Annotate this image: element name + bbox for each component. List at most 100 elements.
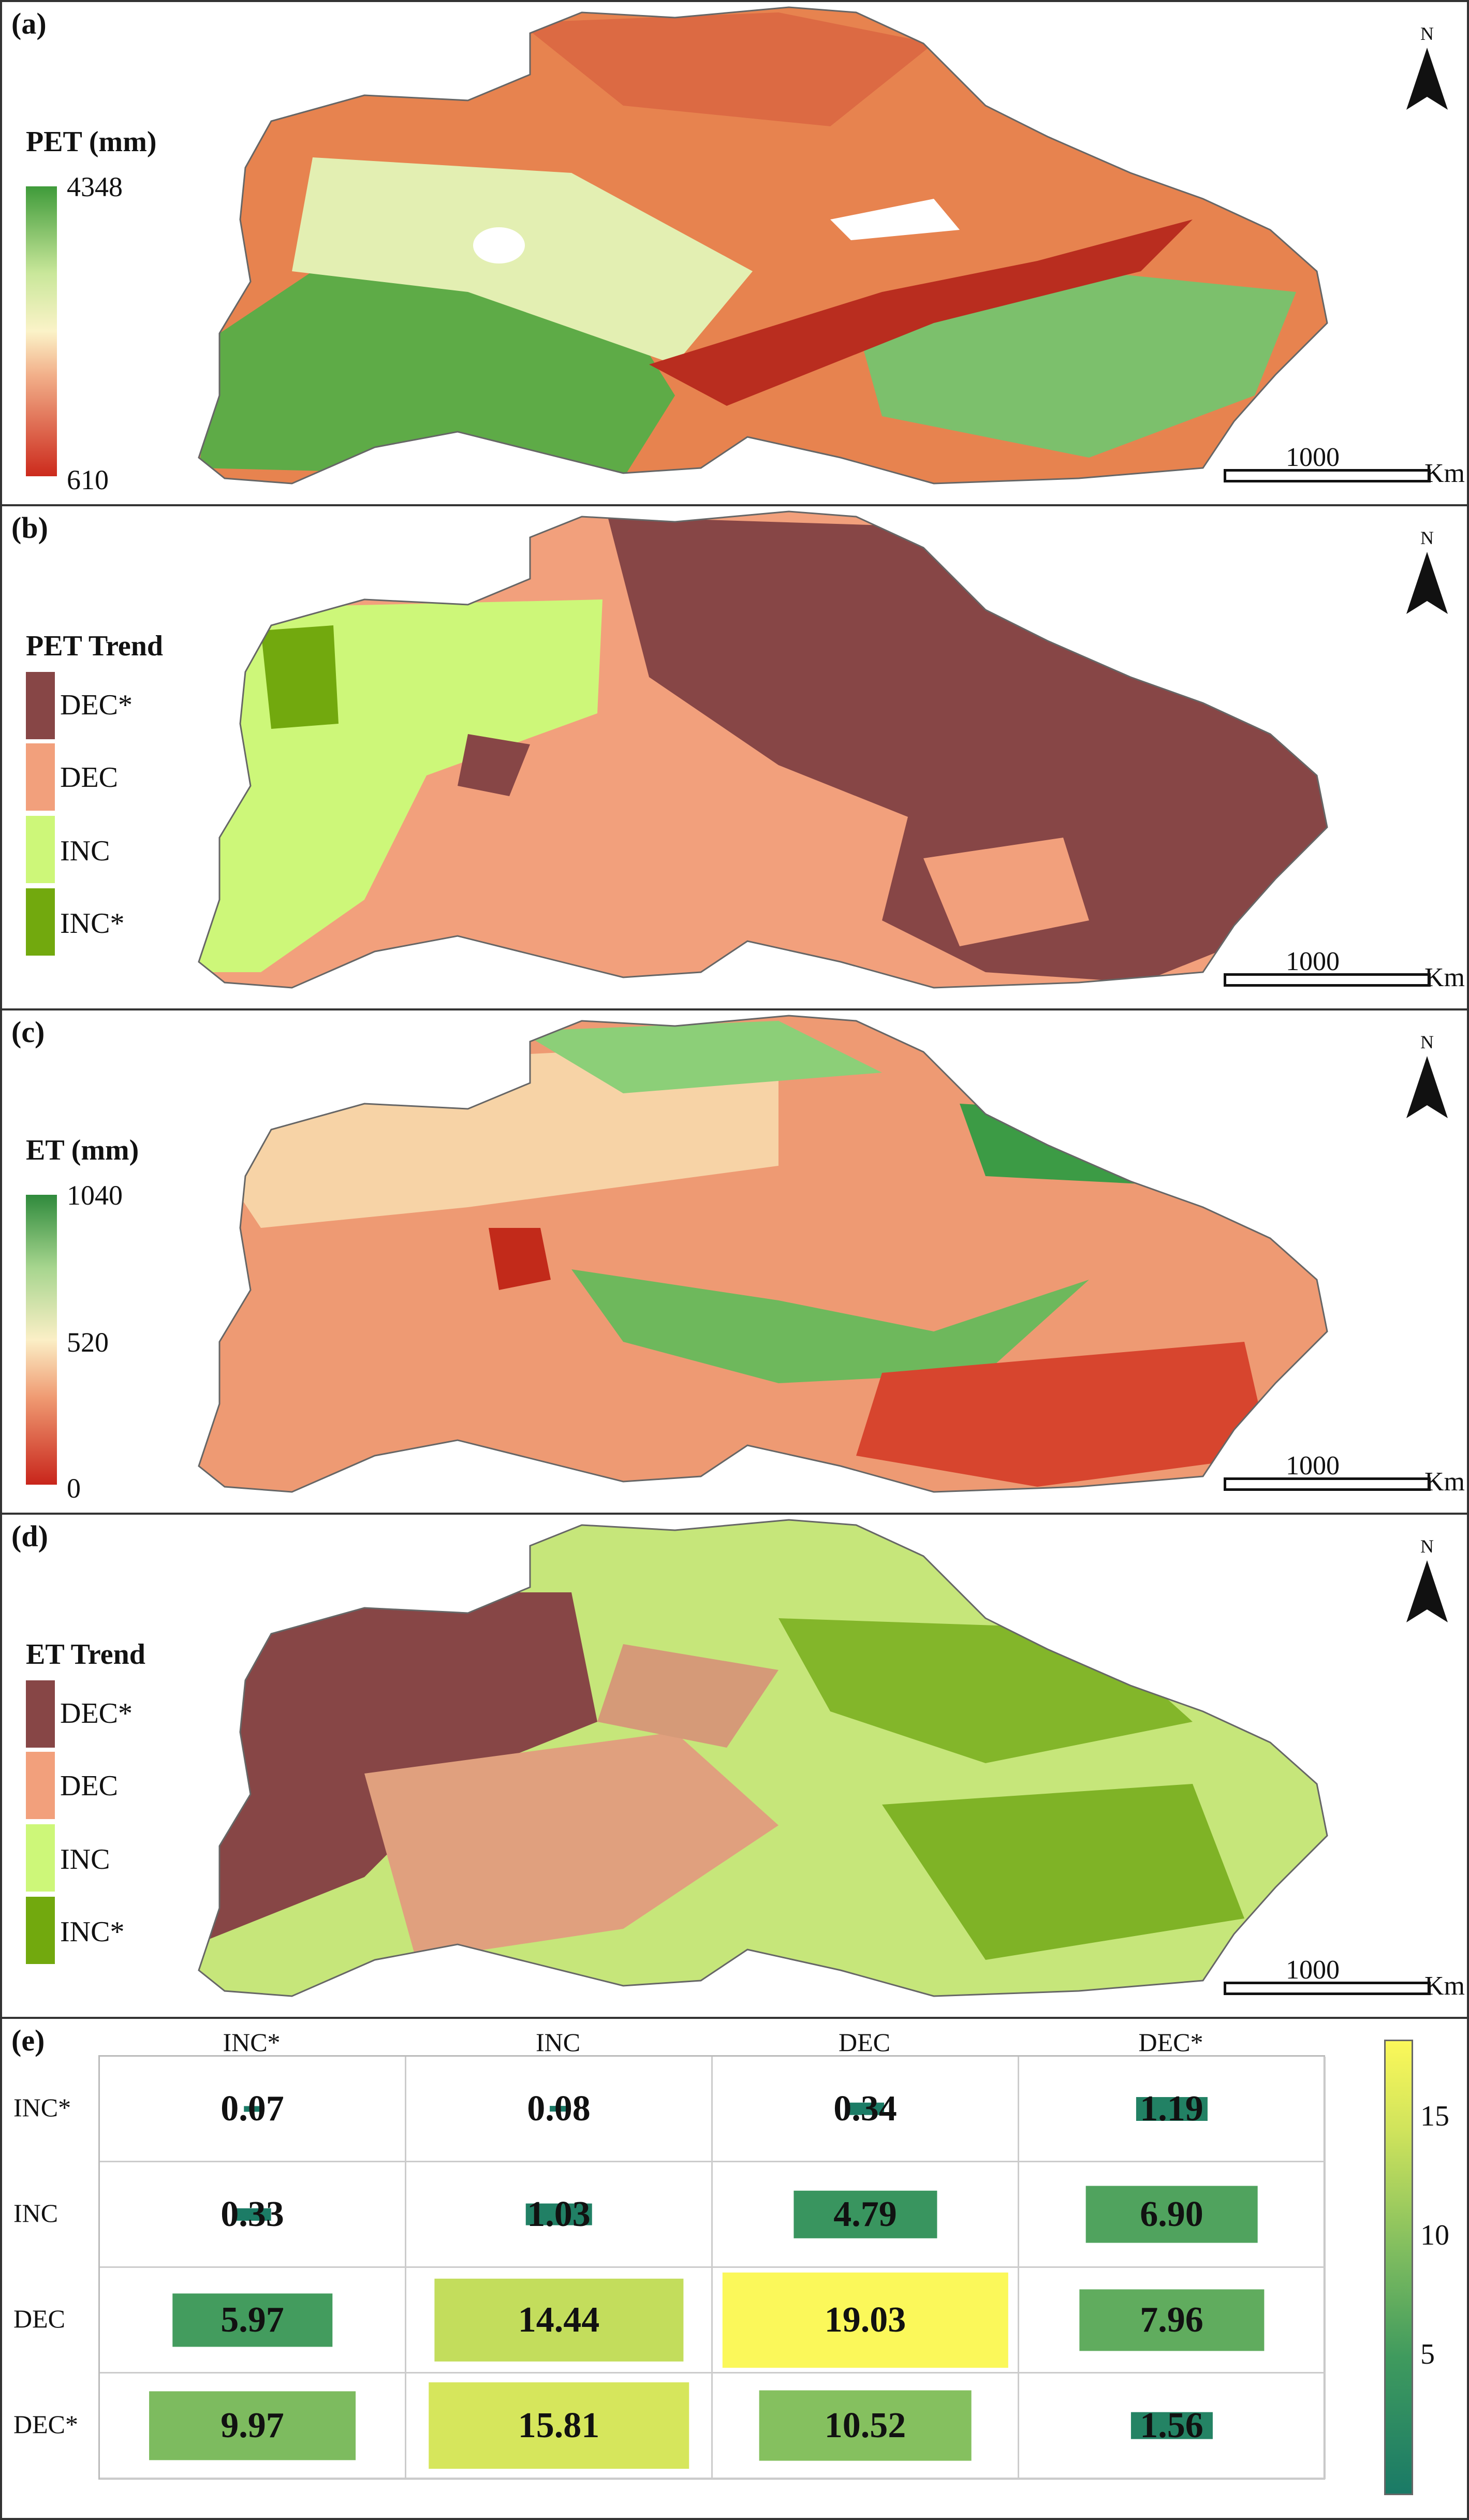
legend-title: PET Trend bbox=[26, 630, 164, 662]
pet-colorbar bbox=[26, 186, 57, 476]
matrix-cell-value: 15.81 bbox=[518, 2405, 600, 2445]
matrix-cell: 4.79 bbox=[713, 2162, 1019, 2268]
matrix-cell-value: 4.79 bbox=[833, 2194, 897, 2234]
panel-b: (b) PET Trend DEC* DEC INC INC* N 1000 Km bbox=[0, 504, 1469, 1010]
panel-label: (a) bbox=[11, 7, 47, 40]
north-arrow-icon bbox=[1406, 1560, 1448, 1622]
colorbar-mid-label: 520 bbox=[67, 1327, 109, 1358]
panel-label: (c) bbox=[11, 1015, 45, 1049]
north-label: N bbox=[1420, 528, 1434, 548]
matrix-cell-bar bbox=[1079, 2289, 1265, 2351]
matrix-colorbar bbox=[1384, 2040, 1413, 2495]
legend-title: ET Trend bbox=[26, 1638, 145, 1671]
matrix-col-header: INC* bbox=[223, 2028, 281, 2057]
legend-dec-star-swatch bbox=[26, 1680, 55, 1748]
matrix-cell-bar bbox=[722, 2272, 1008, 2368]
matrix-cell-bar bbox=[172, 2293, 333, 2347]
pet-trend-map bbox=[198, 510, 1328, 989]
matrix-cell-bar bbox=[846, 2102, 885, 2115]
panel-e: (e) 0.07 0.08 0.34 1.19 0.33 1.03 4.79 6.90 5.97… bbox=[0, 2017, 1469, 2520]
legend-dec-label: DEC bbox=[60, 761, 118, 794]
north-arrow-icon bbox=[1406, 552, 1448, 614]
scale-rect bbox=[1224, 469, 1431, 482]
transition-matrix: 0.07 0.08 0.34 1.19 0.33 1.03 4.79 6.90 5.97 14.4… bbox=[98, 2055, 1326, 2480]
scale-value: 1000 bbox=[1286, 1451, 1340, 1481]
matrix-cell-value: 14.44 bbox=[518, 2299, 600, 2340]
north-label: N bbox=[1420, 1032, 1434, 1052]
scale-value: 1000 bbox=[1286, 1955, 1340, 1985]
scale-bar: 1000 Km bbox=[1224, 946, 1465, 993]
scale-rect bbox=[1224, 1477, 1431, 1491]
matrix-cell-value: 9.97 bbox=[221, 2405, 284, 2445]
matrix-cell-bar bbox=[525, 2203, 592, 2225]
north-arrow: N bbox=[1404, 23, 1450, 112]
legend-inc-label: INC bbox=[60, 835, 110, 867]
matrix-cell-value: 0.07 bbox=[221, 2088, 284, 2129]
matrix-cell-bar bbox=[233, 2208, 271, 2221]
matrix-cell-bar bbox=[428, 2382, 689, 2469]
north-arrow: N bbox=[1404, 527, 1450, 617]
et-trend-map bbox=[198, 1519, 1328, 1997]
matrix-row-header: INC bbox=[13, 2199, 58, 2228]
panel-d: (d) ET Trend DEC* DEC INC INC* N 1000 Km bbox=[0, 1513, 1469, 2019]
north-arrow: N bbox=[1404, 1535, 1450, 1625]
matrix-cell-value: 19.03 bbox=[824, 2299, 906, 2340]
legend-inc-label: INC bbox=[60, 1843, 110, 1876]
matrix-cell: 0.08 bbox=[406, 2057, 713, 2162]
legend-inc-star-label: INC* bbox=[60, 907, 125, 940]
et-colorbar bbox=[26, 1195, 57, 1485]
legend-inc-star-label: INC* bbox=[60, 1916, 125, 1948]
matrix-cell-bar bbox=[434, 2278, 684, 2362]
colorbar-min-label: 0 bbox=[67, 1473, 81, 1504]
legend-dec-swatch bbox=[26, 743, 55, 811]
matrix-cell-bar bbox=[1130, 2412, 1213, 2439]
scale-unit: Km bbox=[1424, 459, 1465, 488]
pet-map bbox=[198, 6, 1328, 485]
matrix-cell-value: 1.19 bbox=[1140, 2088, 1203, 2129]
scale-unit: Km bbox=[1424, 1971, 1465, 2001]
et-map bbox=[198, 1015, 1328, 1493]
matrix-cell: 14.44 bbox=[406, 2268, 713, 2374]
matrix-col-header: DEC bbox=[839, 2028, 890, 2057]
matrix-cell-bar bbox=[243, 2105, 261, 2112]
scale-unit: Km bbox=[1424, 963, 1465, 992]
matrix-cell: 15.81 bbox=[406, 2374, 713, 2479]
matrix-cell: 19.03 bbox=[713, 2268, 1019, 2374]
matrix-cell-value: 0.33 bbox=[221, 2194, 284, 2234]
matrix-cell-bar bbox=[1085, 2186, 1258, 2243]
scale-unit: Km bbox=[1424, 1467, 1465, 1497]
scale-bar: 1000 Km bbox=[1224, 442, 1465, 489]
matrix-cell: 0.34 bbox=[713, 2057, 1019, 2162]
matrix-cell-value: 5.97 bbox=[221, 2299, 284, 2340]
colorbar-tick: 15 bbox=[1420, 2100, 1449, 2132]
scale-value: 1000 bbox=[1286, 947, 1340, 976]
panel-c: (c) ET (mm) 1040 520 0 N 1000 Km bbox=[0, 1008, 1469, 1515]
colorbar-max-label: 4348 bbox=[67, 171, 123, 202]
matrix-cell-value: 0.34 bbox=[833, 2088, 897, 2129]
legend-dec-star-label: DEC* bbox=[60, 1697, 133, 1730]
matrix-cell-value: 6.90 bbox=[1140, 2194, 1203, 2234]
matrix-cell-value: 10.52 bbox=[824, 2405, 906, 2445]
legend-dec-label: DEC bbox=[60, 1770, 118, 1802]
matrix-cell-bar bbox=[149, 2391, 356, 2460]
matrix-row-header: INC* bbox=[13, 2093, 71, 2122]
north-label: N bbox=[1420, 1536, 1434, 1557]
north-arrow: N bbox=[1404, 1031, 1450, 1121]
panel-label: (b) bbox=[11, 511, 48, 545]
matrix-cell: 0.07 bbox=[100, 2057, 406, 2162]
scale-rect bbox=[1224, 1982, 1431, 1995]
panel-label: (d) bbox=[11, 1519, 48, 1553]
matrix-cell-value: 1.03 bbox=[527, 2194, 591, 2234]
matrix-cell: 0.33 bbox=[100, 2162, 406, 2268]
matrix-cell-value: 0.08 bbox=[527, 2088, 591, 2129]
legend-dec-swatch bbox=[26, 1752, 55, 1819]
matrix-cell: 1.56 bbox=[1019, 2374, 1326, 2479]
legend-dec-star-label: DEC* bbox=[60, 689, 133, 721]
legend-inc-swatch bbox=[26, 816, 55, 883]
legend-dec-star-swatch bbox=[26, 672, 55, 739]
colorbar-max-label: 1040 bbox=[67, 1180, 123, 1211]
legend-title: PET (mm) bbox=[26, 126, 157, 158]
matrix-col-header: DEC* bbox=[1138, 2028, 1203, 2057]
colorbar-min-label: 610 bbox=[67, 464, 109, 495]
matrix-cell-bar bbox=[759, 2390, 972, 2461]
